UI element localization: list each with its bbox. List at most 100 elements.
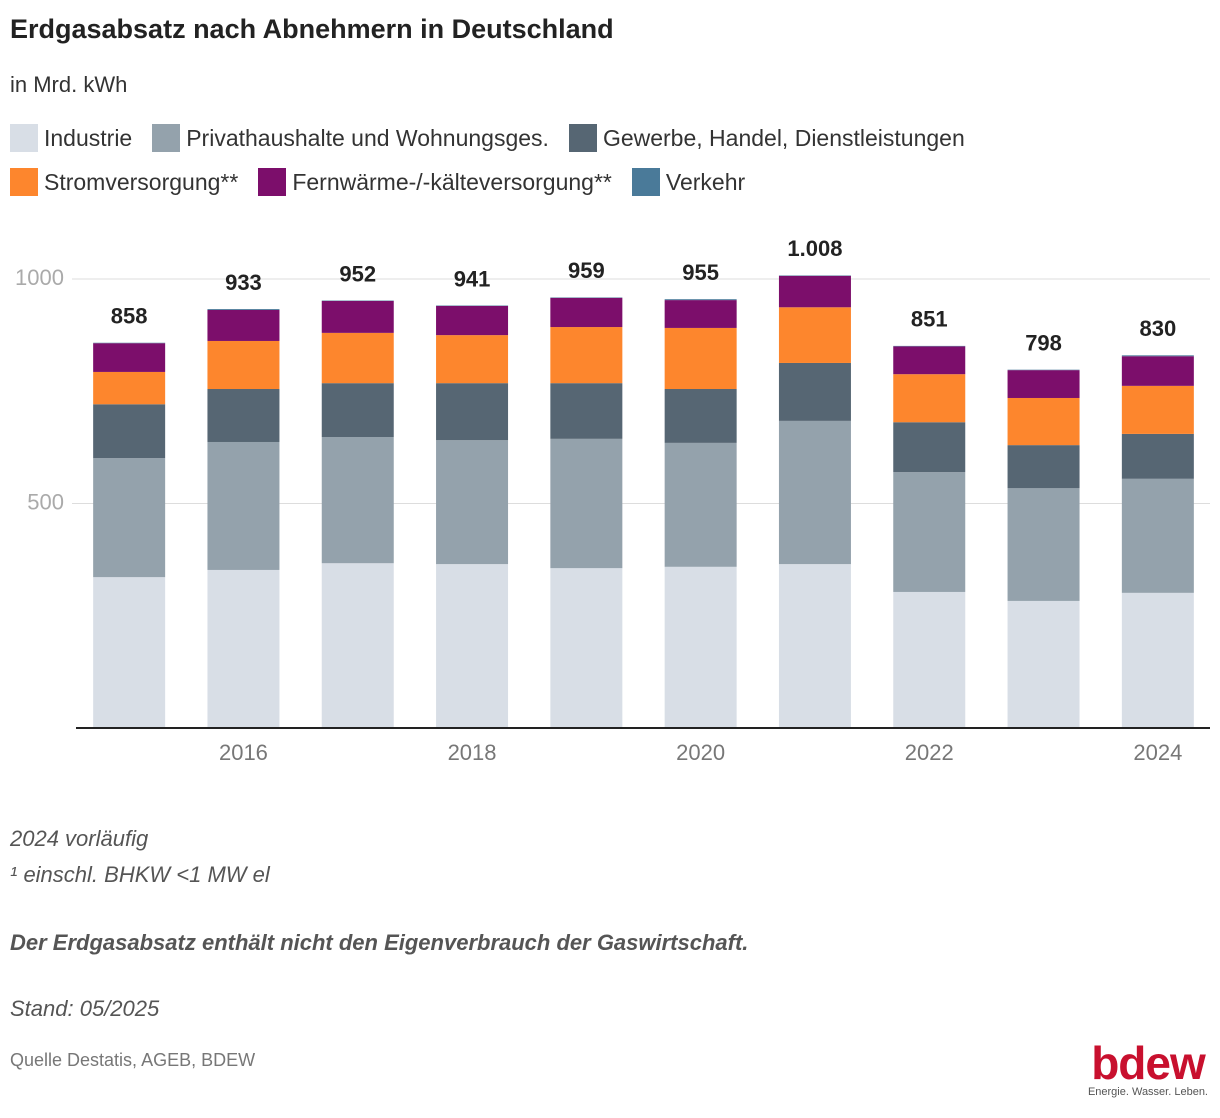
- bar-segment: [321, 563, 394, 728]
- x-tick-label: 2016: [219, 740, 268, 765]
- legend: Industrie Privathaushalte und Wohnungsges…: [10, 124, 1110, 196]
- bar-segment: [321, 301, 394, 333]
- bar-segment: [664, 299, 737, 301]
- bar-segment: [1007, 370, 1080, 398]
- source: Quelle Destatis, AGEB, BDEW: [10, 1050, 256, 1070]
- legend-item: Stromversorgung**: [10, 168, 238, 196]
- bar-segment: [207, 309, 280, 310]
- bar-segment: [436, 383, 509, 441]
- legend-label: Industrie: [44, 124, 133, 151]
- bar-segment: [1007, 488, 1080, 601]
- remark: Der Erdgasabsatz enthält nicht den Eigen…: [10, 930, 749, 955]
- bar-segment: [550, 297, 623, 328]
- bar-segment: [1121, 385, 1194, 434]
- bar-segment: [778, 564, 851, 728]
- total-label: 955: [682, 260, 719, 285]
- chart-subtitle: in Mrd. kWh: [10, 72, 128, 97]
- bar-segment: [550, 438, 623, 569]
- bar-segment: [93, 404, 166, 459]
- bar-segment: [93, 343, 166, 372]
- total-label: 952: [339, 261, 376, 286]
- bar-segment: [436, 564, 509, 728]
- bar-segment: [436, 305, 509, 336]
- x-tick-label: 2022: [905, 740, 954, 765]
- bar-segment: [893, 422, 966, 473]
- legend-swatch: [631, 168, 660, 196]
- y-tick-label: 1000: [15, 265, 64, 290]
- bar-segment: [778, 420, 851, 565]
- legend-item: Verkehr: [631, 168, 746, 196]
- bar-segment: [93, 458, 166, 578]
- logo-claim: Energie. Wasser. Leben.: [1087, 1086, 1208, 1098]
- total-label: 1.008: [787, 236, 842, 261]
- bar-segment: [93, 371, 166, 405]
- x-tick-label: 2024: [1133, 740, 1182, 765]
- total-label: 851: [911, 307, 948, 332]
- bar-segment: [550, 383, 623, 439]
- bar-segment: [778, 362, 851, 421]
- bar-segment: [321, 332, 394, 384]
- total-label: 798: [1025, 331, 1062, 356]
- bar-segment: [1007, 600, 1080, 728]
- bar-segment: [1121, 355, 1194, 357]
- x-tick-label: 2020: [676, 740, 725, 765]
- bar-segment: [893, 591, 966, 728]
- bar-segment: [321, 437, 394, 564]
- bar-segment: [664, 442, 737, 567]
- legend-swatch: [568, 124, 597, 152]
- legend-swatch: [10, 168, 38, 196]
- bar-segment: [1121, 433, 1194, 479]
- bar-segment: [1121, 478, 1194, 593]
- legend-label: Verkehr: [665, 168, 746, 195]
- legend-item: Gewerbe, Handel, Dienstleistungen: [568, 124, 965, 152]
- bar-segment: [1121, 356, 1194, 386]
- bar-segment: [778, 307, 851, 363]
- note: 2024 vorläufig: [10, 826, 149, 851]
- stand: Stand: 05/2025: [10, 996, 160, 1021]
- bar-segment: [207, 340, 280, 390]
- legend-swatch: [10, 124, 38, 152]
- bar-segment: [893, 472, 966, 592]
- bar-segment: [207, 389, 280, 442]
- legend-item: Industrie: [10, 124, 132, 152]
- bar-segment: [550, 327, 623, 384]
- bar-segment: [207, 309, 280, 341]
- chart: 500 1000 858 933 2016 952 941 2018 959 955 2020 1.0…: [15, 236, 1210, 765]
- x-tick-label: 2018: [448, 740, 497, 765]
- bar-segment: [893, 346, 966, 375]
- bar-segment: [893, 374, 966, 423]
- bar-segment: [93, 577, 166, 728]
- total-label: 941: [454, 266, 491, 291]
- bar-segment: [436, 335, 509, 384]
- bar-segment: [664, 327, 737, 390]
- legend-item: Privathaushalte und Wohnungsges.: [152, 124, 549, 152]
- bar-segment: [664, 566, 737, 728]
- bar-segment: [1121, 592, 1194, 728]
- logo: bdew Energie. Wasser. Leben.: [1088, 1040, 1208, 1098]
- bar-segment: [207, 441, 280, 570]
- total-label: 933: [225, 270, 262, 295]
- bar-segment: [778, 275, 851, 308]
- chart-title: Erdgasabsatz nach Abnehmern in Deutschla…: [10, 14, 614, 44]
- bar-segment: [1007, 445, 1080, 489]
- legend-item: Fernwärme-/-kälteversorgung**: [258, 168, 612, 196]
- total-label: 830: [1139, 316, 1176, 341]
- bar-segment: [1007, 397, 1080, 446]
- y-tick-label: 500: [27, 489, 64, 514]
- total-label: 858: [111, 304, 148, 329]
- legend-label: Privathaushalte und Wohnungsges.: [186, 124, 549, 151]
- legend-swatch: [258, 168, 287, 196]
- total-label: 959: [568, 258, 605, 283]
- logo-word: bdew: [1091, 1037, 1206, 1089]
- note: ¹ einschl. BHKW <1 MW el: [10, 862, 270, 887]
- bar-segment: [664, 300, 737, 328]
- bar-segment: [550, 568, 623, 728]
- bar-segment: [436, 440, 509, 565]
- legend-label: Fernwärme-/-kälteversorgung**: [292, 168, 612, 195]
- legend-label: Stromversorgung**: [44, 168, 239, 195]
- bar-segment: [321, 383, 394, 438]
- bar-segment: [207, 569, 280, 728]
- legend-swatch: [152, 124, 181, 152]
- bar-segment: [664, 389, 737, 443]
